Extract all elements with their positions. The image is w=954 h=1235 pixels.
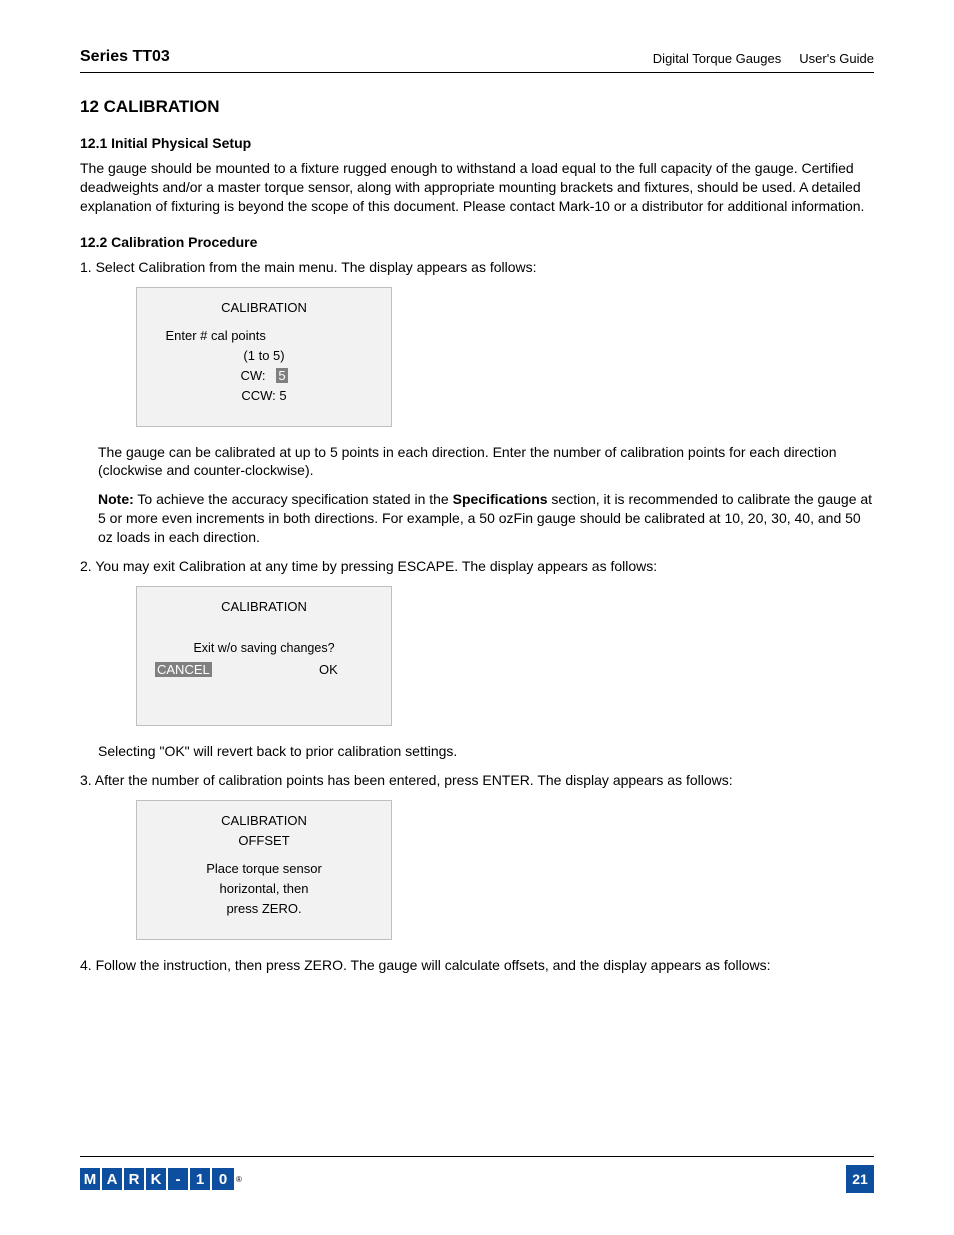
screen1-line4: CCW: 5 bbox=[151, 386, 377, 406]
logo-registered: ® bbox=[236, 1175, 242, 1184]
screen2-line1: Exit w/o saving changes? bbox=[151, 639, 377, 658]
section-12-title: 12 CALIBRATION bbox=[80, 97, 874, 117]
screen1-line1: Enter # cal points bbox=[151, 326, 377, 346]
screen2-line2: CANCEL OK bbox=[151, 660, 377, 680]
screen3-title: CALIBRATION bbox=[151, 811, 377, 831]
mark-10-logo: M A R K - 1 0 ® bbox=[80, 1168, 242, 1190]
header-subtitle: User's Guide bbox=[799, 51, 874, 66]
screen3-line1: Place torque sensor bbox=[151, 859, 377, 879]
page-number: 21 bbox=[846, 1165, 874, 1193]
step-1-note: Note: To achieve the accuracy specificat… bbox=[98, 490, 874, 547]
header-right: Digital Torque Gauges User's Guide bbox=[653, 51, 874, 66]
logo-char-a: A bbox=[102, 1168, 124, 1190]
logo-bar: M A R K - 1 0 bbox=[80, 1168, 234, 1190]
lcd-screen-3: CALIBRATION OFFSET Place torque sensor h… bbox=[136, 800, 392, 940]
logo-char-1: 1 bbox=[190, 1168, 212, 1190]
screen1-line2: (1 to 5) bbox=[151, 346, 377, 366]
logo-char-m: M bbox=[80, 1168, 102, 1190]
screen1-title: CALIBRATION bbox=[151, 298, 377, 318]
screen1-cw-value: 5 bbox=[276, 368, 287, 383]
screen2-ok: OK bbox=[319, 662, 338, 677]
subsection-12-1-title: 12.1 Initial Physical Setup bbox=[80, 135, 874, 151]
step-2-text: 2. You may exit Calibration at any time … bbox=[80, 557, 874, 576]
subsection-12-1-body: The gauge should be mounted to a fixture… bbox=[80, 159, 874, 216]
screen1-line3: CW: 5 bbox=[151, 366, 377, 386]
logo-char-dash: - bbox=[168, 1168, 190, 1190]
note-italic: Specifications bbox=[453, 491, 548, 507]
step-4-text: 4. Follow the instruction, then press ZE… bbox=[80, 956, 874, 975]
logo-char-k: K bbox=[146, 1168, 168, 1190]
subsection-12-2-title: 12.2 Calibration Procedure bbox=[80, 234, 874, 250]
logo-char-r: R bbox=[124, 1168, 146, 1190]
screen3-title2: OFFSET bbox=[151, 831, 377, 851]
page-header: Series TT03 Digital Torque Gauges User's… bbox=[80, 48, 874, 73]
lcd-screen-1: CALIBRATION Enter # cal points (1 to 5) … bbox=[136, 287, 392, 427]
note-label: Note: bbox=[98, 491, 134, 507]
step-1-para2: The gauge can be calibrated at up to 5 p… bbox=[98, 443, 874, 481]
screen3-line3: press ZERO. bbox=[151, 899, 377, 919]
screen2-cancel: CANCEL bbox=[155, 662, 212, 677]
lcd-screen-2: CALIBRATION Exit w/o saving changes? CAN… bbox=[136, 586, 392, 726]
page-footer: M A R K - 1 0 ® 21 bbox=[80, 1156, 874, 1193]
step-3-text: 3. After the number of calibration point… bbox=[80, 771, 874, 790]
logo-char-0: 0 bbox=[212, 1168, 234, 1190]
step-1-text: 1. Select Calibration from the main menu… bbox=[80, 258, 874, 277]
header-category: Digital Torque Gauges bbox=[653, 51, 781, 66]
header-product: Series TT03 bbox=[80, 48, 170, 66]
screen2-title: CALIBRATION bbox=[151, 597, 377, 617]
step-2-after: Selecting "OK" will revert back to prior… bbox=[98, 742, 874, 761]
screen3-line2: horizontal, then bbox=[151, 879, 377, 899]
